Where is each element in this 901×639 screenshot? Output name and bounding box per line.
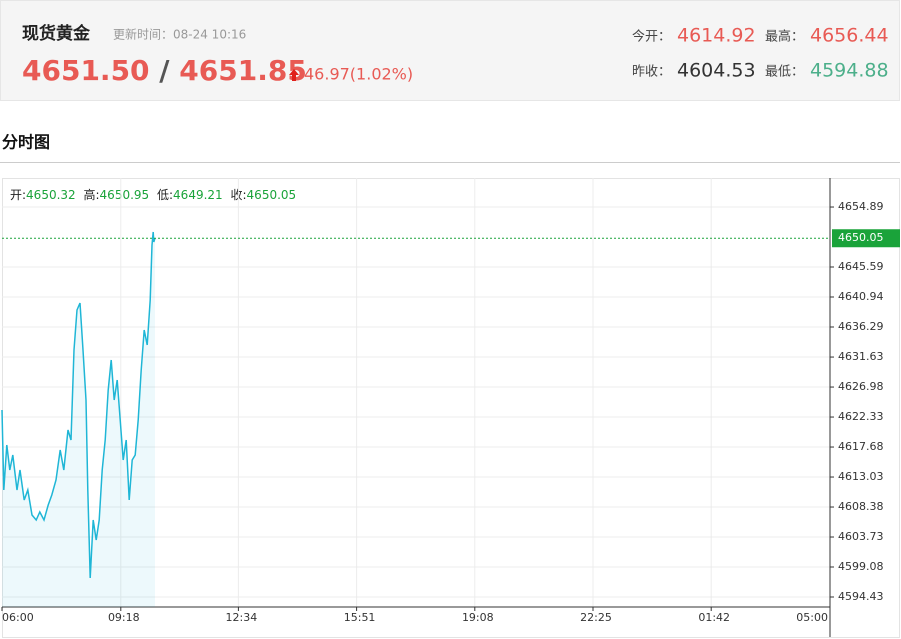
ask: 4651.85: [179, 54, 307, 87]
y-tick-label: 4640.94: [838, 290, 884, 303]
x-tick-label: 06:00: [2, 611, 34, 624]
stat-label: 最高：: [765, 29, 804, 45]
stat-value: 4656.44: [810, 25, 889, 47]
price-line: 4651.50 / 4651.85: [22, 54, 307, 87]
bid: 4651.50: [22, 54, 150, 87]
summary-value: 4650.05: [247, 188, 297, 202]
price-line: [1, 231, 156, 579]
x-tick-label: 05:00: [796, 611, 828, 624]
last-price-label: 4650.05: [838, 231, 884, 244]
y-tick-label: 4631.63: [838, 350, 884, 363]
summary: 开:4650.32 高:4650.95 低:4649.21 收:4650.05: [10, 187, 296, 202]
section-title: 分时图: [2, 133, 50, 152]
stat-label: 今开：: [632, 29, 671, 45]
y-tick-label: 4636.29: [838, 320, 884, 333]
change: 46.97(1.02%): [304, 65, 413, 84]
summary-value: 4650.32: [26, 188, 76, 202]
stat-label: 最低：: [765, 65, 804, 80]
summary-label: 高:: [84, 187, 100, 202]
summary-value: 4650.95: [100, 188, 150, 202]
x-tick-label: 15:51: [344, 611, 376, 624]
chart-frame: [2, 178, 900, 638]
stat-value: 4604.53: [677, 60, 756, 82]
header-box: [0, 0, 900, 101]
up-arrow: [289, 69, 299, 81]
title: 现货黄金: [22, 23, 91, 44]
y-tick-label: 4645.59: [838, 260, 884, 273]
x-tick-label: 19:08: [462, 611, 494, 624]
y-tick-label: 4599.08: [838, 560, 884, 573]
y-tick-label: 4613.03: [838, 470, 884, 483]
y-tick-label: 4594.43: [838, 590, 884, 603]
stat-value: 4594.88: [810, 60, 889, 82]
summary-label: 低:: [157, 188, 173, 202]
x-tick-label: 22:25: [580, 611, 612, 624]
y-tick-label: 4617.68: [838, 440, 884, 453]
summary-label: 开:: [10, 188, 26, 202]
area: [2, 232, 155, 607]
y-tick-label: 4626.98: [838, 380, 884, 393]
last-price-box: [832, 229, 900, 248]
update-time: 更新时间：08-24 10:16: [113, 27, 246, 42]
x-tick-label: 09:18: [108, 611, 140, 624]
stat-label: 昨收：: [632, 65, 671, 80]
y-tick-label: 4603.73: [838, 530, 884, 543]
x-tick-label: 12:34: [226, 611, 258, 624]
y-tick-label: 4654.89: [838, 200, 884, 213]
y-tick-label: 4622.33: [838, 410, 884, 423]
summary-value: 4649.21: [173, 188, 223, 202]
x-tick-label: 01:42: [698, 611, 730, 624]
y-tick-label: 4608.38: [838, 500, 884, 513]
separator: /: [159, 54, 170, 87]
stat-value: 4614.92: [677, 25, 756, 47]
